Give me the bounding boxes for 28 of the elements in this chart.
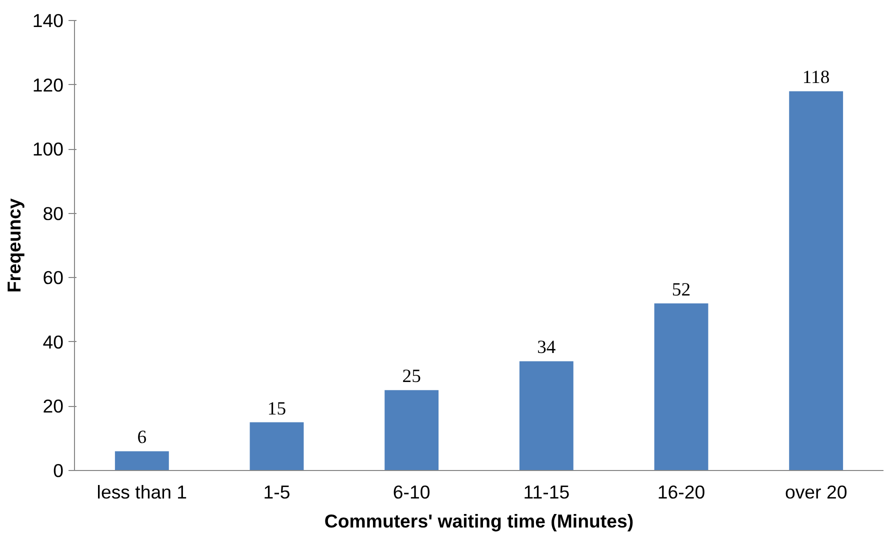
y-tick-label: 0 — [53, 460, 64, 481]
x-tick-label: less than 1 — [96, 482, 188, 502]
y-tick-label: 100 — [32, 138, 64, 160]
x-tick-label: 1-5 — [263, 482, 290, 502]
data-label: 52 — [672, 279, 691, 300]
bar — [250, 422, 304, 470]
data-label: 15 — [267, 398, 286, 420]
data-label: 34 — [537, 337, 556, 358]
data-label: 25 — [402, 366, 421, 388]
bar — [384, 390, 439, 470]
x-tick-label: 6-10 — [392, 482, 430, 502]
y-tick-label: 80 — [42, 202, 64, 224]
y-axis-title: Freqeuncy — [3, 198, 24, 293]
bar — [114, 451, 169, 470]
y-tick-label: 20 — [42, 396, 64, 417]
x-axis-title: Commuters' waiting time (Minutes) — [324, 510, 634, 532]
x-tick-label: over 20 — [784, 482, 848, 502]
y-tick-label: 40 — [42, 331, 64, 352]
data-label: 6 — [137, 427, 147, 448]
x-tick-label: 11-15 — [523, 482, 570, 502]
y-tick-label: 60 — [42, 267, 64, 288]
x-tick-label: 16-20 — [657, 482, 706, 502]
bar — [519, 361, 574, 470]
bar — [789, 91, 844, 470]
data-label: 118 — [802, 67, 830, 88]
y-tick-label: 120 — [32, 74, 64, 96]
y-tick-label: 140 — [32, 10, 64, 31]
bar — [654, 303, 708, 470]
